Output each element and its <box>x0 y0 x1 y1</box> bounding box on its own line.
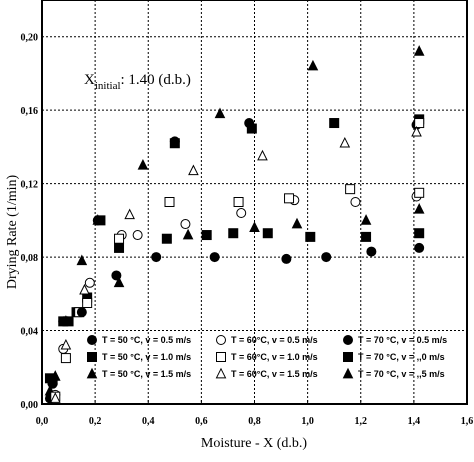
y-tick-label: 0,00 <box>21 400 39 411</box>
data-point-triangle <box>124 208 135 220</box>
legend-label: T = 50 °C, v = 1.5 m/s <box>102 369 191 379</box>
data-point-triangle <box>49 392 61 403</box>
data-point-triangle <box>60 338 72 350</box>
data-point-triangle <box>137 158 149 170</box>
legend-label: T = 70 °C, v = ,,5 m/s <box>358 369 445 379</box>
legend-label: T = 50 °C, v = 0.5 m/s <box>102 335 191 345</box>
data-point-triangle <box>413 45 425 56</box>
y-tick-label: 0,04 <box>21 327 39 338</box>
x-tick-label: 1,0 <box>301 416 314 427</box>
data-point-circle <box>151 252 162 263</box>
data-point-triangle <box>214 107 226 119</box>
legend-marker-triangle <box>215 367 227 379</box>
x-axis-title: Moisture - X (d.b.) <box>201 436 307 451</box>
data-point-triangle <box>79 283 90 295</box>
data-point-square <box>114 242 125 253</box>
data-point-triangle <box>113 276 125 288</box>
data-point-square <box>414 187 425 198</box>
data-point-square <box>114 233 125 244</box>
data-point-square <box>284 193 295 204</box>
legend-label: T = 60°C, v = 1.0 m/s <box>231 352 318 362</box>
data-point-circle <box>321 252 332 263</box>
y-tick-label: 0,12 <box>21 180 39 191</box>
x-tick-label: 0,0 <box>36 416 49 427</box>
legend-marker-square <box>343 352 353 362</box>
annotation-sub: initial <box>95 80 121 92</box>
x-tick-label: 1,2 <box>355 416 368 427</box>
x-tick-label: 0,2 <box>89 416 102 427</box>
x-tick-label: 0,8 <box>248 416 261 427</box>
annotation-rest: : 1.40 (d.b.) <box>121 72 191 88</box>
data-point-square <box>361 231 372 242</box>
data-point-triangle <box>188 164 199 176</box>
data-point-square <box>60 353 71 364</box>
data-point-square <box>228 228 239 239</box>
data-point-circle <box>76 307 87 318</box>
data-point-triangle <box>257 149 268 161</box>
y-tick-label: 0,16 <box>21 106 39 117</box>
legend-marker-square <box>216 352 226 362</box>
legend: T = 50 °C, v = 0.5 m/s T = 50 °C, v = 1.0… <box>86 335 447 379</box>
data-point-square <box>161 233 172 244</box>
x-tick-label: 0,6 <box>195 416 208 427</box>
y-tick-label: 0,20 <box>21 33 39 44</box>
data-point-triangle <box>307 59 319 71</box>
legend-label: T = 50 °C, v = 1.0 m/s <box>102 352 191 362</box>
data-point-square <box>233 197 244 207</box>
data-point-square <box>63 316 74 327</box>
data-point-circle <box>209 252 220 263</box>
data-point-circle <box>281 253 292 264</box>
legend-marker-circle <box>343 335 353 345</box>
data-point-square <box>201 230 212 241</box>
data-point-triangle <box>339 136 351 148</box>
data-point-triangle <box>49 370 61 381</box>
data-point-square <box>164 197 175 207</box>
data-points <box>44 45 425 404</box>
legend-label: T = 70 °C, v = ,,0 m/s <box>358 352 445 362</box>
legend-marker-triangle <box>342 367 354 379</box>
data-point-square <box>82 298 93 308</box>
data-point-triangle <box>76 254 88 266</box>
data-point-triangle <box>249 221 260 233</box>
x-tick-label: 1,6 <box>461 416 474 427</box>
data-point-square <box>414 228 425 239</box>
legend-marker-circle <box>216 335 226 345</box>
data-point-circle <box>180 219 191 230</box>
annotation-main: X <box>84 72 95 88</box>
data-point-circle <box>366 246 377 257</box>
y-tick-label: 0,08 <box>21 253 39 264</box>
data-point-square <box>262 228 273 239</box>
legend-marker-circle <box>87 335 97 345</box>
data-point-square <box>414 118 425 129</box>
data-point-triangle <box>360 214 372 225</box>
data-point-square <box>345 184 356 195</box>
y-axis-title: Drying Rate (1/min) <box>5 175 20 290</box>
data-point-triangle <box>182 228 194 240</box>
data-point-square <box>246 123 257 134</box>
axis-ticks: 0,00 0,04 0,08 0,12 0,16 0,20 0,0 0,2 0,4 0,6 0,8 1… <box>21 33 474 427</box>
legend-marker-square <box>87 352 97 362</box>
data-point-circle <box>350 197 361 207</box>
data-point-circle <box>414 242 425 253</box>
x-tick-label: 0,4 <box>142 416 155 427</box>
legend-label: T = 60°C, v = 1.5 m/s <box>231 369 318 379</box>
data-point-circle <box>132 230 143 241</box>
data-point-triangle <box>92 214 104 225</box>
x-tick-label: 1,4 <box>408 416 421 427</box>
data-point-circle <box>236 208 247 219</box>
legend-marker-triangle <box>86 367 98 379</box>
data-point-triangle <box>291 217 303 229</box>
data-point-square <box>305 231 316 242</box>
legend-label: T = 60°C, v = 0.5 m/s <box>231 335 318 345</box>
data-point-triangle <box>413 203 425 214</box>
initial-moisture-annotation: Xinitial: 1.40 (d.b.) <box>84 72 191 92</box>
legend-label: T = 70 °C, v = 0.5 m/s <box>358 335 447 345</box>
data-point-circle <box>84 277 95 288</box>
data-point-triangle <box>411 125 422 137</box>
data-point-square <box>329 118 340 129</box>
data-point-square <box>169 138 180 149</box>
